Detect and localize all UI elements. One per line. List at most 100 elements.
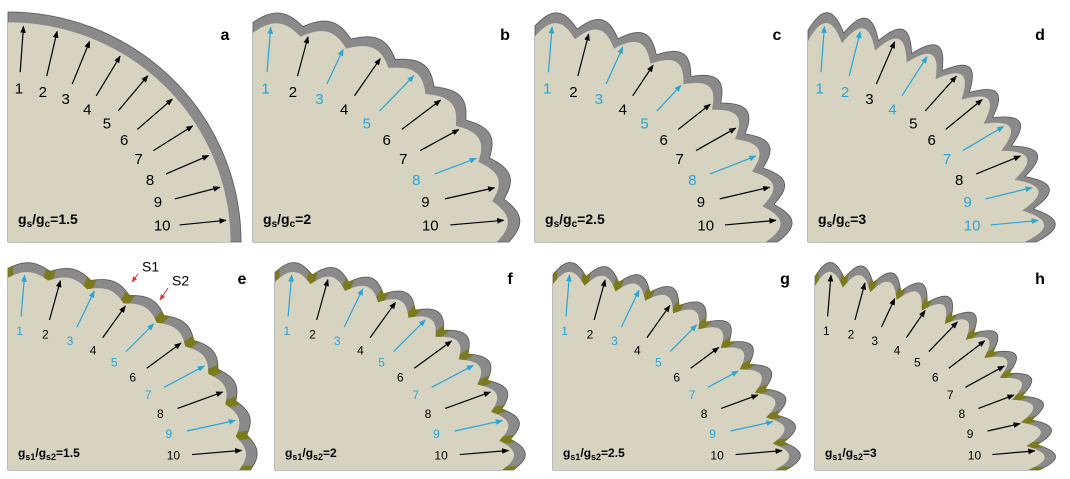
arrow-label: 6: [129, 371, 136, 385]
segment-s1: [965, 327, 981, 340]
arrow-label: 1: [823, 324, 830, 338]
core: [8, 272, 246, 470]
segment-s1: [491, 404, 508, 415]
arrow: [965, 365, 1005, 388]
ratio-text: /g: [35, 446, 46, 460]
segment-s1: [376, 288, 390, 303]
arrow: [945, 99, 983, 130]
arrow-label: 10: [697, 218, 714, 235]
arrow: [71, 40, 91, 85]
arrow: [669, 324, 698, 352]
arrow-label: 1: [815, 80, 823, 97]
arrow: [820, 25, 827, 73]
arrow: [975, 155, 1022, 175]
arrow-label: 3: [315, 91, 323, 108]
arrow: [978, 394, 1015, 409]
arrow: [146, 342, 182, 369]
segment-s1: [342, 277, 355, 291]
arrow: [992, 448, 1036, 456]
segment-s1: [8, 266, 14, 278]
arrow: [19, 25, 26, 73]
segment-label: S1: [142, 259, 159, 275]
arrow: [450, 217, 505, 226]
arrow-label: 1: [561, 324, 568, 338]
arrow: [76, 290, 95, 328]
arrow: [730, 420, 774, 432]
segment-s1: [43, 268, 56, 281]
ratio-text: =3: [850, 211, 866, 227]
arrow-label: 10: [422, 218, 439, 235]
arrow-label: 5: [103, 115, 111, 132]
segment-s1: [1012, 391, 1030, 401]
arrow-label: 2: [309, 327, 316, 341]
arrow: [924, 75, 957, 112]
subscript: s2: [853, 452, 863, 462]
arrow: [695, 127, 737, 152]
arrow-label: 3: [611, 334, 618, 348]
arrow: [985, 186, 1033, 200]
core: [253, 23, 508, 242]
segment-s1: [499, 434, 516, 444]
ratio-text: /g: [559, 211, 571, 227]
arrow: [343, 288, 364, 328]
arrow: [677, 103, 711, 130]
subscript: s1: [25, 452, 35, 462]
ratio-text: =2.5: [577, 211, 605, 227]
segment-s1: [613, 277, 625, 292]
segment-s1: [225, 396, 241, 408]
arrow-label: 7: [145, 388, 152, 402]
arrow: [419, 128, 460, 152]
arrow-label: 1: [283, 324, 290, 338]
segment-s1: [999, 367, 1017, 378]
arrow-label: 9: [697, 194, 705, 211]
arrow: [316, 278, 329, 321]
ratio-text: /g: [32, 211, 44, 227]
subscript: s: [272, 219, 278, 230]
arrow: [632, 64, 654, 97]
arrow-label: 9: [165, 427, 172, 441]
panel-letter: c: [773, 27, 782, 44]
segment-s1: [553, 269, 558, 284]
arrow-label: 7: [947, 388, 954, 402]
arrow-label: 4: [340, 102, 348, 119]
ratio-label: gs1/gs2=1.5: [18, 446, 80, 462]
panel-letter: g: [780, 271, 790, 288]
arrow-label: 7: [689, 388, 696, 402]
arrow: [179, 218, 227, 226]
ratio-label: gs1/gs2=2.5: [563, 446, 625, 462]
arrow-label: 8: [955, 172, 963, 189]
arrow: [709, 155, 757, 175]
segment-s1: [643, 286, 656, 301]
arrow-label: 7: [399, 151, 407, 168]
arrow: [117, 75, 149, 112]
arrow-label: 1: [16, 324, 23, 338]
arrow-label: 7: [412, 388, 419, 402]
arrow: [153, 125, 194, 152]
segment-s1: [720, 336, 736, 349]
core: [808, 23, 1045, 242]
arrow-label: 4: [619, 102, 627, 119]
segment-s1: [698, 316, 713, 330]
arrow-label: 9: [967, 427, 974, 441]
arrow: [720, 394, 759, 409]
segment-s1: [235, 430, 251, 441]
arrow: [454, 419, 503, 432]
segment-s1: [581, 271, 591, 286]
arrow-label: 7: [943, 151, 951, 168]
arrow-label: 8: [959, 407, 966, 421]
core: [275, 271, 514, 470]
arrow: [928, 321, 958, 352]
subscript: s2: [46, 452, 56, 462]
arrow: [905, 309, 926, 339]
arrow-label: 9: [963, 194, 971, 211]
segment-s1: [407, 304, 422, 318]
arrow-label: 9: [154, 194, 162, 211]
arrow-label: 10: [154, 218, 171, 235]
arrow-label: 1: [261, 80, 269, 97]
arrow-label: 6: [673, 371, 680, 385]
arrow: [434, 157, 477, 175]
arrow: [445, 391, 492, 409]
segment-s1: [895, 285, 907, 300]
